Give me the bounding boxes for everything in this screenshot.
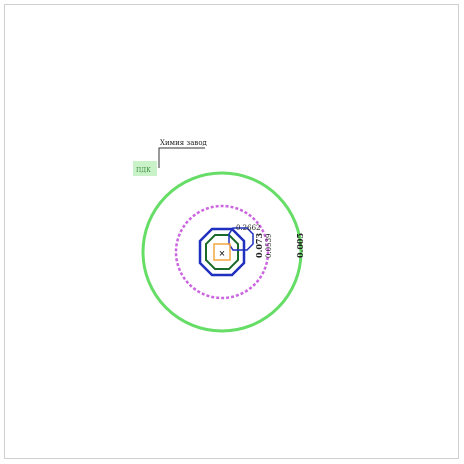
contour-green-ring bbox=[141, 171, 303, 333]
contour-small-blue bbox=[228, 227, 254, 251]
source-marker: × bbox=[219, 248, 226, 258]
legend-swatch bbox=[133, 161, 157, 176]
callout-leader-line bbox=[158, 147, 205, 168]
contour-label-blue: 0.073 bbox=[254, 233, 264, 258]
contour-label-small: 0.2662 bbox=[236, 224, 261, 232]
contour-blue-octagon bbox=[198, 227, 246, 277]
source-box bbox=[213, 243, 231, 261]
contour-label-purple: 0.0539 bbox=[265, 234, 273, 259]
contour-purple-ring bbox=[174, 204, 270, 300]
contour-label-green: 0.005 bbox=[295, 233, 305, 258]
contour-darkgreen-octagon bbox=[205, 234, 239, 270]
callout-label: Химия завод bbox=[160, 139, 208, 147]
legend-text: ПДК bbox=[136, 167, 151, 174]
